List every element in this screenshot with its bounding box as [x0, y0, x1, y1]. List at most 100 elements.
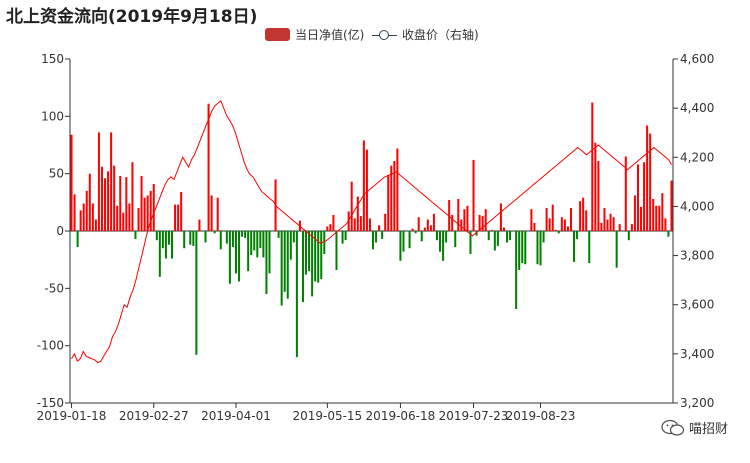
bar-net-flow	[643, 162, 646, 231]
bar-net-flow	[588, 231, 591, 264]
bar-net-flow	[582, 197, 585, 231]
bar-net-flow	[439, 231, 442, 252]
bar-net-flow	[225, 231, 228, 244]
right-axis-tick-label: 3,800	[680, 249, 714, 263]
bar-net-flow	[149, 190, 152, 231]
bar-net-flow	[326, 226, 329, 231]
bar-net-flow	[335, 231, 338, 270]
bar-net-flow	[158, 231, 161, 277]
bar-net-flow	[329, 224, 332, 231]
bar-net-flow	[253, 231, 256, 251]
bar-net-flow	[557, 231, 560, 234]
bar-net-flow	[533, 222, 536, 231]
bar-net-flow	[475, 231, 478, 236]
bar-net-flow	[128, 203, 131, 231]
bar-net-flow	[341, 231, 344, 244]
bar-net-flow	[359, 216, 362, 231]
bar-net-flow	[295, 231, 298, 358]
bar-net-flow	[192, 231, 195, 246]
bar-net-flow	[609, 213, 612, 231]
bar-net-flow	[131, 162, 134, 231]
bar-net-flow	[283, 231, 286, 292]
bar-net-flow	[100, 166, 103, 231]
bar-net-flow	[423, 227, 426, 231]
bar-net-flow	[256, 231, 259, 258]
bar-net-flow	[387, 174, 390, 231]
bar-net-flow	[104, 178, 107, 231]
bar-net-flow	[177, 204, 180, 231]
bar-net-flow	[91, 203, 94, 231]
bar-net-flow	[180, 192, 183, 231]
bar-net-flow	[350, 181, 353, 231]
bar-net-flow	[70, 134, 73, 231]
bar-net-flow	[347, 211, 350, 231]
bar-net-flow	[652, 198, 655, 231]
x-axis-tick-label: 2019-06-18	[366, 409, 436, 423]
bar-net-flow	[393, 161, 396, 231]
bar-net-flow	[484, 209, 487, 231]
bar-net-flow	[521, 231, 524, 264]
bar-net-flow	[472, 159, 475, 231]
bar-net-flow	[113, 165, 116, 231]
bar-net-flow	[268, 231, 271, 274]
bar-net-flow	[174, 204, 177, 231]
bar-net-flow	[554, 229, 557, 231]
left-axis-tick-label: 0	[56, 224, 64, 238]
legend-item-bar[interactable]: 当日净值(亿)	[265, 26, 364, 43]
legend-line-label: 收盘价（右轴)	[402, 28, 479, 42]
bar-net-flow	[73, 194, 76, 231]
bar-net-flow	[375, 231, 378, 243]
bar-net-flow	[551, 204, 554, 231]
bar-net-flow	[195, 231, 198, 355]
bar-net-flow	[524, 231, 527, 265]
bar-net-flow	[664, 218, 667, 231]
bar-net-flow	[481, 216, 484, 231]
bar-net-flow	[189, 231, 192, 245]
bar-net-flow	[435, 231, 438, 241]
bar-net-flow	[228, 231, 231, 284]
bar-net-flow	[493, 231, 496, 251]
bar-net-flow	[636, 164, 639, 231]
bar-net-flow	[457, 198, 460, 231]
bar-net-flow	[107, 171, 110, 231]
bar-net-flow	[320, 231, 323, 280]
bar-net-flow	[548, 218, 551, 231]
bar-net-flow	[530, 209, 533, 231]
bar-net-flow	[661, 193, 664, 231]
bar-net-flow	[277, 231, 280, 238]
bar-net-flow	[597, 161, 600, 231]
bar-net-flow	[667, 231, 670, 237]
bar-net-flow	[308, 231, 311, 272]
bar-net-flow	[85, 190, 88, 231]
bar-net-flow	[649, 133, 652, 231]
series-line-close-price	[71, 99, 672, 364]
bar-net-flow	[414, 231, 417, 234]
bar-net-flow	[365, 149, 368, 231]
x-axis-tick-label: 2019-08-23	[506, 409, 576, 423]
bar-net-flow	[97, 132, 100, 231]
left-axis-tick-label: -100	[37, 339, 64, 353]
bar-net-flow	[600, 222, 603, 231]
bar-net-flow	[204, 231, 207, 243]
bar-net-flow	[509, 231, 512, 241]
bar-net-flow	[259, 231, 262, 249]
bar-net-flow	[606, 219, 609, 231]
bar-net-flow	[442, 231, 445, 261]
left-axis-tick-label: -50	[44, 281, 64, 295]
bar-net-flow	[627, 231, 630, 241]
bar-net-flow	[624, 156, 627, 231]
bar-net-flow	[490, 229, 493, 231]
watermark: 喵招财	[661, 418, 728, 437]
bar-net-flow	[125, 177, 128, 231]
bar-net-flow	[579, 201, 582, 231]
x-axis-tick-label: 2019-02-27	[119, 409, 189, 423]
legend-item-line[interactable]: 收盘价（右轴)	[372, 26, 479, 43]
bar-net-flow	[317, 231, 320, 283]
bar-net-flow	[429, 225, 432, 231]
bar-net-flow	[247, 231, 250, 272]
bar-net-flow	[560, 217, 563, 231]
bar-net-flow	[655, 205, 658, 231]
bar-net-flow	[244, 231, 247, 238]
bar-net-flow	[119, 175, 122, 231]
